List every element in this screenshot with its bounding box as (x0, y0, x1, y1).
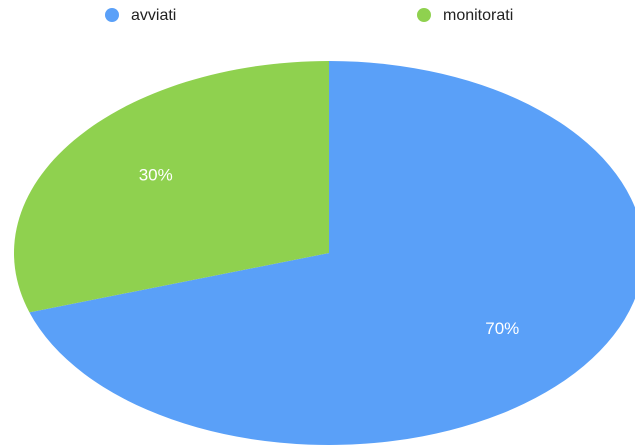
slice-label: 70% (485, 319, 519, 338)
legend-marker (105, 8, 119, 22)
pie-slice (13, 61, 330, 313)
pie-slice (29, 61, 635, 445)
legend-label: avviati (131, 7, 176, 24)
legend-marker (417, 8, 431, 22)
slice-label: 30% (139, 166, 173, 185)
legend-label: monitorati (443, 7, 513, 24)
